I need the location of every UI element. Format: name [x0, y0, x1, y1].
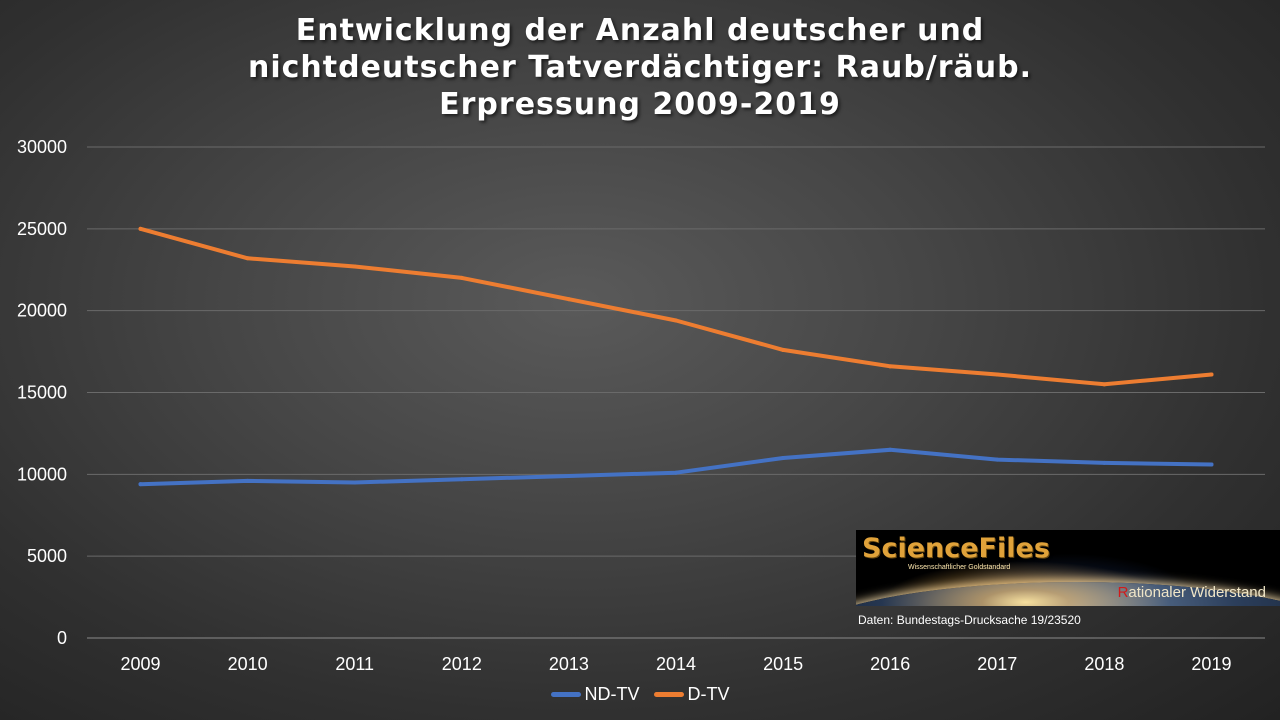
data-point-d-tv-2015	[781, 347, 786, 352]
data-point-nd-tv-2016	[888, 447, 893, 452]
chart-title: Entwicklung der Anzahl deutscher und nic…	[140, 12, 1140, 123]
series-line-d-tv	[138, 226, 1214, 387]
chart-legend: ND-TV D-TV	[0, 684, 1280, 705]
x-tick-label-2017: 2017	[977, 654, 1017, 674]
y-axis-ticks: 0 5000 10000 15000 20000 25000 30000	[17, 137, 67, 648]
legend-item-nd-tv: ND-TV	[550, 684, 640, 705]
chart-title-line-2: nichtdeutscher Tatverdächtiger: Raub/räu…	[247, 50, 1033, 85]
x-tick-label-2012: 2012	[442, 654, 482, 674]
x-tick-label-2016: 2016	[870, 654, 910, 674]
logo-title: ScienceFiles	[862, 533, 1050, 564]
chart-title-line-1: Entwicklung der Anzahl deutscher und	[295, 13, 985, 48]
logo-slogan: Rationaler Widerstand	[1118, 584, 1266, 601]
data-point-d-tv-2011	[352, 264, 357, 269]
data-point-nd-tv-2019	[1209, 462, 1214, 467]
x-tick-label-2011: 2011	[335, 654, 374, 674]
legend-label-d-tv: D-TV	[687, 684, 730, 704]
legend-swatch-d-tv	[653, 692, 684, 697]
logo-subtitle: Wissenschaftlicher Goldstandard	[908, 564, 1011, 571]
data-point-nd-tv-2018	[1102, 460, 1107, 465]
data-point-d-tv-2018	[1102, 382, 1107, 387]
data-point-nd-tv-2015	[781, 455, 786, 460]
legend-swatch-nd-tv	[550, 692, 581, 697]
source-note: Daten: Bundestags-Drucksache 19/23520	[858, 613, 1081, 627]
data-point-d-tv-2009	[138, 226, 143, 231]
data-point-d-tv-2010	[245, 256, 250, 261]
logo-slogan-initial: R	[1117, 584, 1129, 601]
logo-slogan-rest: ationaler Widerstand	[1128, 584, 1266, 601]
legend-label-nd-tv: ND-TV	[584, 684, 640, 704]
x-tick-label-2014: 2014	[656, 654, 696, 674]
data-point-d-tv-2019	[1209, 372, 1214, 377]
data-point-nd-tv-2009	[138, 482, 143, 487]
y-tick-label-20000: 20000	[17, 301, 67, 321]
data-point-d-tv-2012	[459, 275, 464, 280]
data-point-d-tv-2013	[566, 297, 571, 302]
data-point-nd-tv-2014	[674, 470, 678, 475]
y-tick-label-30000: 30000	[17, 137, 67, 157]
logo-sunrise-glow	[856, 530, 1280, 606]
y-tick-label-15000: 15000	[17, 383, 67, 403]
chart-title-line-3: Erpressung 2009-2019	[439, 87, 841, 122]
sciencefiles-logo: ScienceFiles Wissenschaftlicher Goldstan…	[856, 530, 1280, 606]
data-point-nd-tv-2010	[245, 478, 250, 483]
y-tick-label-10000: 10000	[17, 464, 67, 484]
data-point-nd-tv-2011	[352, 480, 357, 485]
x-tick-label-2013: 2013	[549, 654, 589, 674]
x-axis-ticks: 2009 2010 2011 2012 2013 2014 2015 2016 2017 2018…	[121, 654, 1232, 674]
grid-lines	[87, 146, 1265, 639]
x-tick-label-2019: 2019	[1191, 654, 1231, 674]
x-tick-label-2015: 2015	[763, 654, 803, 674]
series-line-nd-tv	[138, 447, 1214, 487]
data-point-d-tv-2014	[674, 318, 678, 323]
x-tick-label-2018: 2018	[1084, 654, 1124, 674]
data-point-nd-tv-2012	[459, 477, 464, 482]
y-tick-label-0: 0	[57, 628, 67, 648]
data-point-d-tv-2016	[888, 364, 893, 369]
data-point-d-tv-2017	[995, 372, 1000, 377]
x-tick-label-2010: 2010	[228, 654, 268, 674]
data-point-nd-tv-2013	[566, 473, 571, 478]
data-point-nd-tv-2017	[995, 457, 1000, 462]
y-tick-label-25000: 25000	[17, 219, 67, 239]
x-tick-label-2009: 2009	[121, 654, 161, 674]
legend-item-d-tv: D-TV	[653, 684, 730, 705]
series-lines	[138, 226, 1214, 487]
y-tick-label-5000: 5000	[27, 546, 67, 566]
